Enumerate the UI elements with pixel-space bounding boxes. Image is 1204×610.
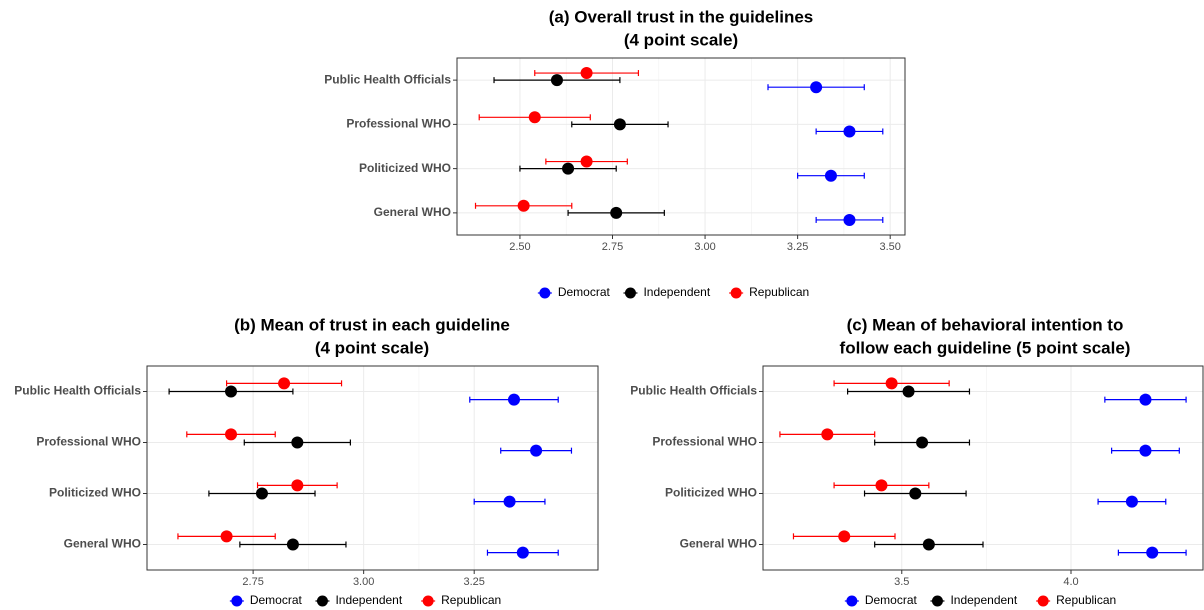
legend-label: Democrat (250, 593, 303, 607)
point (1139, 444, 1152, 457)
point (1146, 546, 1159, 559)
legend-label: Democrat (865, 593, 918, 607)
legend-label: Republican (749, 285, 809, 299)
plot-area (763, 366, 1203, 570)
panel: (b) Mean of trust in each guideline (4 po… (14, 315, 599, 607)
point (810, 81, 823, 94)
category-label: Politicized WHO (665, 486, 757, 500)
legend-key (539, 287, 551, 299)
plot-area (147, 366, 598, 570)
x-tick-label: 3.5 (894, 576, 909, 588)
legend: Democrat Independent Republican (537, 285, 809, 299)
category-label: Politicized WHO (49, 486, 141, 500)
plot-border (762, 365, 1204, 571)
x-tick-label: 2.75 (242, 576, 263, 588)
point (1139, 393, 1152, 406)
chart-title: follow each guideline (5 point scale) (840, 338, 1131, 357)
point (291, 479, 304, 492)
point (909, 487, 922, 500)
x-tick-label: 3.50 (879, 241, 900, 253)
panel: (c) Mean of behavioral intention to follo… (630, 315, 1204, 607)
legend-label: Republican (1056, 593, 1116, 607)
category-label: Professional WHO (652, 435, 757, 449)
point (843, 213, 856, 226)
x-tick-label: 3.25 (787, 241, 808, 253)
point (610, 206, 623, 219)
category-label: General WHO (374, 205, 451, 219)
category-label: Public Health Officials (630, 384, 757, 398)
legend: Democrat Independent Republican (229, 593, 501, 607)
legend-label: Independent (335, 593, 402, 607)
legend-key (730, 287, 742, 299)
legend-key (1037, 595, 1049, 607)
point (516, 546, 529, 559)
x-tick-label: 3.00 (353, 576, 374, 588)
point (1125, 495, 1138, 508)
point (821, 428, 834, 441)
point (843, 125, 856, 138)
point (278, 377, 291, 390)
point (503, 495, 516, 508)
point (916, 436, 929, 449)
point (291, 436, 304, 449)
point (255, 487, 268, 500)
point (507, 393, 520, 406)
legend-key (931, 595, 943, 607)
point (580, 155, 593, 168)
plot-border (146, 365, 599, 571)
category-label: Politicized WHO (359, 161, 451, 175)
point (562, 162, 575, 175)
chart-title: (b) Mean of trust in each guideline (234, 315, 510, 334)
point (885, 377, 898, 390)
legend-label: Independent (950, 593, 1017, 607)
x-tick-label: 4.0 (1063, 576, 1078, 588)
legend-label: Independent (643, 285, 710, 299)
point (580, 67, 593, 80)
point (225, 428, 238, 441)
legend-label: Republican (441, 593, 501, 607)
chart-title: (c) Mean of behavioral intention to (847, 315, 1124, 334)
point (530, 444, 543, 457)
point (528, 111, 541, 124)
panel: (a) Overall trust in the guidelines (4 po… (324, 7, 906, 299)
category-label: General WHO (64, 537, 141, 551)
legend-label: Democrat (558, 285, 611, 299)
point (286, 538, 299, 551)
point (824, 169, 837, 182)
plot-border (456, 57, 906, 236)
category-label: Professional WHO (346, 117, 451, 131)
x-tick-label: 2.50 (509, 241, 530, 253)
chart-title: (a) Overall trust in the guidelines (549, 7, 814, 26)
category-label: Public Health Officials (324, 72, 451, 86)
legend-key (624, 287, 636, 299)
x-tick-label: 2.75 (602, 241, 623, 253)
point (613, 118, 626, 131)
category-label: General WHO (680, 537, 757, 551)
legend-key (316, 595, 328, 607)
point (550, 74, 563, 87)
legend-key (231, 595, 243, 607)
point (225, 385, 238, 398)
chart-title: (4 point scale) (315, 338, 429, 357)
category-label: Public Health Officials (14, 384, 141, 398)
point (517, 199, 530, 212)
point (875, 479, 888, 492)
legend: Democrat Independent Republican (844, 593, 1116, 607)
x-tick-label: 3.25 (463, 576, 484, 588)
x-tick-label: 3.00 (694, 241, 715, 253)
legend-key (846, 595, 858, 607)
legend-key (422, 595, 434, 607)
point (902, 385, 915, 398)
chart-title: (4 point scale) (624, 30, 738, 49)
point (220, 530, 233, 543)
category-label: Professional WHO (36, 435, 141, 449)
point (838, 530, 851, 543)
point (922, 538, 935, 551)
